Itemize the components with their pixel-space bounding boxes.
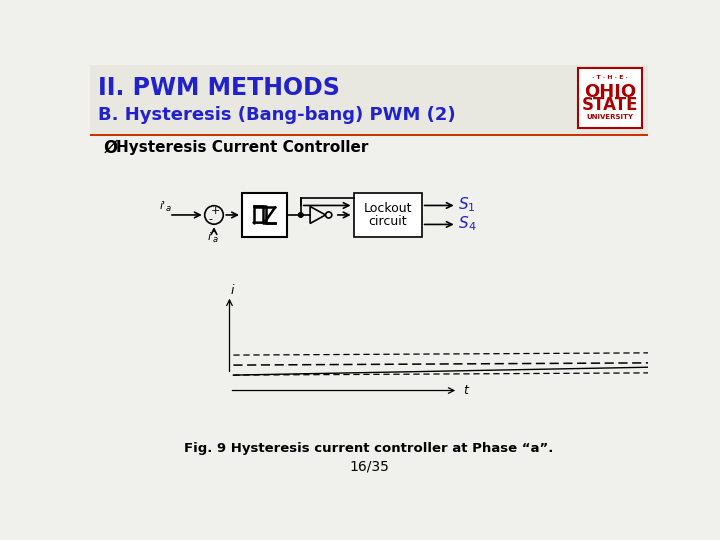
Text: B. Hysteresis (Bang-bang) PWM (2): B. Hysteresis (Bang-bang) PWM (2) [98, 106, 455, 124]
Circle shape [299, 213, 303, 217]
Text: circuit: circuit [369, 214, 407, 228]
Bar [90, 65, 648, 134]
Text: Ø: Ø [104, 139, 118, 157]
Bar [242, 193, 287, 237]
Text: -: - [208, 214, 212, 224]
Text: STATE: STATE [582, 96, 638, 114]
Text: Fig. 9 Hysteresis current controller at Phase “a”.: Fig. 9 Hysteresis current controller at … [184, 442, 554, 455]
Text: a: a [166, 204, 171, 213]
Text: Lockout: Lockout [364, 202, 412, 215]
Bar [90, 134, 648, 137]
Text: 16/35: 16/35 [349, 460, 389, 474]
Text: i: i [208, 232, 211, 241]
Bar [578, 68, 642, 128]
Text: 4: 4 [468, 222, 475, 232]
Bar [354, 193, 422, 237]
Text: 1: 1 [468, 203, 475, 213]
Text: a: a [212, 235, 217, 244]
Text: S: S [459, 216, 469, 231]
Text: UNIVERSITY: UNIVERSITY [587, 114, 634, 120]
Text: i: i [230, 284, 233, 297]
Text: II. PWM METHODS: II. PWM METHODS [98, 76, 340, 100]
Text: +: + [211, 206, 220, 216]
Text: S: S [459, 197, 469, 212]
Bar [251, 204, 279, 226]
Text: OHIO: OHIO [584, 83, 636, 101]
Text: · T · H · E ·: · T · H · E · [592, 75, 628, 79]
Text: t: t [463, 384, 468, 397]
Text: i': i' [160, 201, 166, 211]
Text: Hysteresis Current Controller: Hysteresis Current Controller [117, 140, 369, 156]
